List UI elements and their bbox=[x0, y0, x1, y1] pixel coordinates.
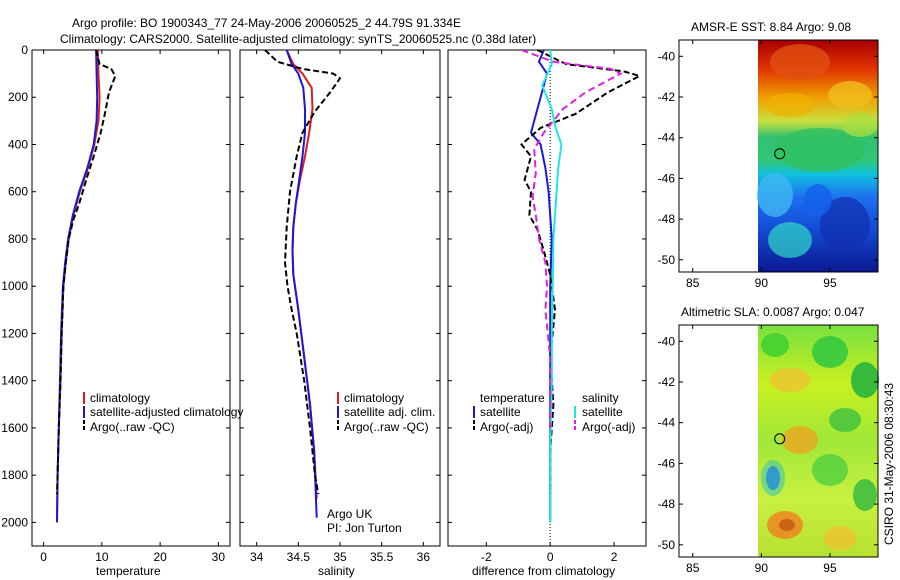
legend-label-satellite: satellite adj. clim. bbox=[344, 405, 435, 419]
x-tick-label: 30 bbox=[212, 550, 226, 564]
y-tick-label: 1400 bbox=[1, 374, 28, 388]
salinity-axes-box bbox=[239, 49, 441, 547]
map-y-tick-label: -46 bbox=[658, 456, 676, 470]
temperature-lines bbox=[56, 50, 117, 523]
difference-depth-ticks bbox=[448, 49, 646, 523]
map-x-tick-label: 90 bbox=[755, 276, 769, 290]
y-tick-label: 1800 bbox=[1, 468, 28, 482]
sst-map-title: AMSR-E SST: 8.84 Argo: 9.08 bbox=[691, 20, 851, 34]
difference-lines bbox=[520, 50, 643, 546]
annotation-argo-uk: Argo UK bbox=[327, 507, 372, 521]
map-x-tick-label: 90 bbox=[755, 561, 769, 575]
sst-map-panel: AMSR-E SST: 8.84 Argo: 9.08 85 90 95 -40 -42… bbox=[658, 20, 879, 290]
difference-axes-box bbox=[447, 49, 647, 547]
sla-heatmap bbox=[758, 325, 879, 557]
legend-label-sal-argo: Argo(-adj) bbox=[582, 420, 635, 434]
sla-map-ticks: 85 90 95 -40 -42 -44 -46 -48 -50 bbox=[658, 325, 878, 575]
map-y-tick-label: -42 bbox=[658, 90, 676, 104]
map-y-tick-label: -40 bbox=[658, 334, 676, 348]
legend-label-temp-argo: Argo(-adj) bbox=[480, 420, 533, 434]
legend-label-sal-satellite: satellite bbox=[582, 405, 623, 419]
temperature-axes-box bbox=[31, 49, 231, 547]
map-x-tick-label: 95 bbox=[823, 276, 837, 290]
annotation-pi: PI: Jon Turton bbox=[327, 521, 402, 535]
legend-header-salinity: salinity bbox=[582, 391, 619, 405]
legend-label-satellite: satellite-adjusted climatology bbox=[90, 405, 243, 419]
salinity-depth-ticks bbox=[240, 49, 440, 523]
map-y-tick-label: -48 bbox=[658, 212, 676, 226]
map-y-tick-label: -48 bbox=[658, 497, 676, 511]
difference-panel: -2 0 2 difference from climatology tempera… bbox=[447, 49, 647, 578]
y-tick-label: 200 bbox=[8, 90, 28, 104]
x-tick-label: 0 bbox=[547, 550, 554, 564]
series-salinity-satellite bbox=[541, 50, 563, 523]
sst-argo-location-marker bbox=[774, 148, 786, 160]
legend-header-temperature: temperature bbox=[480, 391, 545, 405]
map-x-tick-label: 95 bbox=[823, 561, 837, 575]
sst-map-ticks: 85 90 95 -40 -42 -44 -46 -48 -50 bbox=[658, 40, 878, 290]
map-y-tick-label: -42 bbox=[658, 375, 676, 389]
salinity-axis-ticks: 34 34.5 35 35.5 36 bbox=[250, 50, 430, 564]
temperature-axis-ticks: 0 10 20 30 bbox=[40, 50, 225, 564]
x-tick-label: 0 bbox=[40, 550, 47, 564]
salinity-lines bbox=[264, 50, 342, 518]
series-argo-raw-qc bbox=[56, 50, 117, 495]
side-timestamp-label: CSIRO 31-May-2006 08:30:43 bbox=[882, 383, 896, 545]
temperature-xlabel: temperature bbox=[96, 564, 161, 578]
map-y-tick-label: -50 bbox=[658, 253, 676, 267]
legend-label-climatology: climatology bbox=[90, 391, 150, 405]
map-y-tick-label: -44 bbox=[658, 416, 676, 430]
sla-map-panel: Altimetric SLA: 0.0087 Argo: 0.047 85 90 9… bbox=[658, 305, 879, 575]
salinity-xlabel: salinity bbox=[318, 564, 355, 578]
salinity-panel: 34 34.5 35 35.5 36 salinity climatology sate… bbox=[239, 49, 441, 578]
legend-label-climatology: climatology bbox=[344, 391, 404, 405]
series-satellite-adj-clim bbox=[285, 50, 318, 518]
sla-map-blank-area bbox=[679, 325, 758, 557]
y-tick-label: 1000 bbox=[1, 279, 28, 293]
y-tick-label: 2000 bbox=[1, 515, 28, 529]
figure-title-line1: Argo profile: BO 1900343_77 24-May-2006 … bbox=[72, 16, 461, 30]
y-tick-label: 1600 bbox=[1, 421, 28, 435]
series-argo-raw-qc bbox=[264, 50, 342, 495]
series-temperature-satellite bbox=[529, 50, 553, 523]
x-tick-label: 34 bbox=[250, 550, 264, 564]
sst-map-frame bbox=[678, 39, 879, 273]
salinity-legend: climatology satellite adj. clim. Argo(..… bbox=[337, 391, 435, 434]
series-salinity-argo-adj bbox=[521, 50, 623, 428]
y-tick-label: 0 bbox=[21, 43, 28, 57]
legend-label-temp-satellite: satellite bbox=[480, 405, 521, 419]
sla-argo-location-marker bbox=[774, 433, 786, 445]
depth-axis-ticks: 0 200 400 600 800 1000 1200 1400 1600 1800 2000 bbox=[1, 43, 230, 529]
sla-map-title: Altimetric SLA: 0.0087 Argo: 0.047 bbox=[681, 305, 865, 319]
difference-legend: temperature salinity satellite Argo(-adj… bbox=[473, 391, 635, 434]
x-tick-label: 36 bbox=[417, 550, 431, 564]
y-tick-label: 600 bbox=[8, 185, 28, 199]
map-y-tick-label: -40 bbox=[658, 49, 676, 63]
map-y-tick-label: -46 bbox=[658, 171, 676, 185]
map-y-tick-label: -44 bbox=[658, 131, 676, 145]
x-tick-label: 35 bbox=[333, 550, 347, 564]
x-tick-label: 34.5 bbox=[287, 550, 311, 564]
sla-map-frame bbox=[678, 324, 879, 558]
temperature-panel: 0 200 400 600 800 1000 1200 1400 1600 1800 2000 0 1… bbox=[1, 43, 243, 578]
x-tick-label: 10 bbox=[95, 550, 109, 564]
difference-xlabel: difference from climatology bbox=[472, 564, 615, 578]
map-y-tick-label: -50 bbox=[658, 538, 676, 552]
figure-title-line2: Climatology: CARS2000. Satellite-adjuste… bbox=[60, 32, 536, 46]
sst-heatmap bbox=[757, 40, 878, 272]
y-tick-label: 1200 bbox=[1, 326, 28, 340]
x-tick-label: 2 bbox=[611, 550, 618, 564]
y-tick-label: 400 bbox=[8, 137, 28, 151]
x-tick-label: -2 bbox=[481, 550, 492, 564]
x-tick-label: 20 bbox=[153, 550, 167, 564]
map-x-tick-label: 85 bbox=[686, 561, 700, 575]
legend-label-argo: Argo(..raw -QC) bbox=[90, 420, 175, 434]
map-x-tick-label: 85 bbox=[686, 276, 700, 290]
temperature-legend: climatology satellite-adjusted climatolo… bbox=[83, 391, 243, 434]
legend-label-argo: Argo(..raw -QC) bbox=[344, 420, 429, 434]
x-tick-label: 35.5 bbox=[370, 550, 394, 564]
sst-map-blank-area bbox=[679, 40, 758, 272]
y-tick-label: 800 bbox=[8, 232, 28, 246]
